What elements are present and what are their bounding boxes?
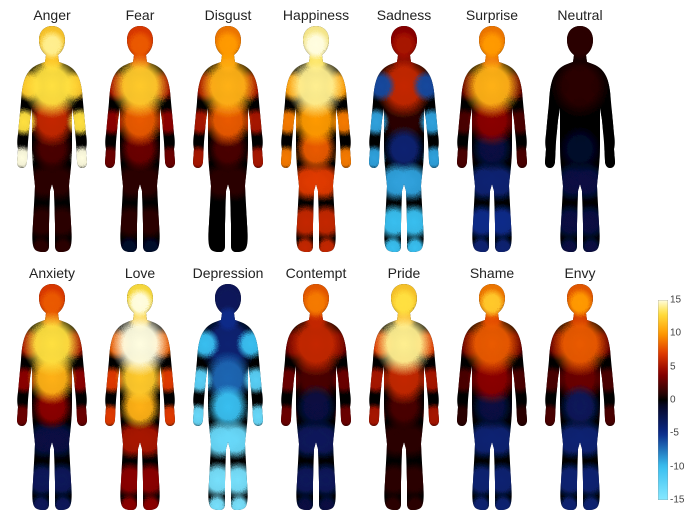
emotion-label: Fear (126, 6, 155, 24)
body-heatmap (362, 24, 446, 254)
colorbar-tick: -5 (670, 428, 679, 439)
bodymap-cell: Depression (184, 264, 272, 516)
colorbar-legend: 151050-5-10-15 (658, 300, 694, 500)
body-heatmap (362, 282, 446, 512)
colorbar (658, 300, 668, 500)
bodymap-cell: Shame (448, 264, 536, 516)
colorbar-tick: -15 (670, 495, 684, 506)
bodymap-cell: Disgust (184, 6, 272, 258)
colorbar-tick: -10 (670, 461, 684, 472)
bodymap-cell: Contempt (272, 264, 360, 516)
bodymap-cell: Sadness (360, 6, 448, 258)
emotion-label: Contempt (286, 264, 347, 282)
bodymap-grid: Anger Fear Disgust Happiness Sadness Surprise… (0, 0, 640, 522)
emotion-label: Depression (193, 264, 264, 282)
body-heatmap (98, 282, 182, 512)
body-heatmap (538, 24, 622, 254)
body-heatmap (274, 24, 358, 254)
bodymap-cell: Neutral (536, 6, 624, 258)
emotion-label: Anxiety (29, 264, 75, 282)
emotion-label: Pride (388, 264, 421, 282)
body-heatmap (186, 24, 270, 254)
emotion-label: Anger (33, 6, 70, 24)
body-heatmap (538, 282, 622, 512)
emotion-label: Happiness (283, 6, 349, 24)
emotion-label: Disgust (205, 6, 252, 24)
body-heatmap (10, 282, 94, 512)
colorbar-ticks: 151050-5-10-15 (668, 300, 694, 500)
bodymap-cell: Happiness (272, 6, 360, 258)
bodymap-cell: Love (96, 264, 184, 516)
body-heatmap (450, 282, 534, 512)
emotion-label: Shame (470, 264, 514, 282)
colorbar-tick: 10 (670, 328, 681, 339)
bodymap-cell: Anger (8, 6, 96, 258)
colorbar-tick: 5 (670, 361, 676, 372)
emotion-label: Sadness (377, 6, 431, 24)
emotion-label: Surprise (466, 6, 518, 24)
body-heatmap (186, 282, 270, 512)
body-heatmap (450, 24, 534, 254)
emotion-label: Neutral (557, 6, 602, 24)
bodymap-cell: Envy (536, 264, 624, 516)
colorbar-tick: 0 (670, 395, 676, 406)
bodymap-cell: Fear (96, 6, 184, 258)
emotion-label: Love (125, 264, 155, 282)
bodymap-cell: Pride (360, 264, 448, 516)
bodymap-cell: Surprise (448, 6, 536, 258)
body-heatmap (98, 24, 182, 254)
body-heatmap (274, 282, 358, 512)
bodymap-cell: Anxiety (8, 264, 96, 516)
colorbar-tick: 15 (670, 295, 681, 306)
body-heatmap (10, 24, 94, 254)
emotion-label: Envy (564, 264, 595, 282)
